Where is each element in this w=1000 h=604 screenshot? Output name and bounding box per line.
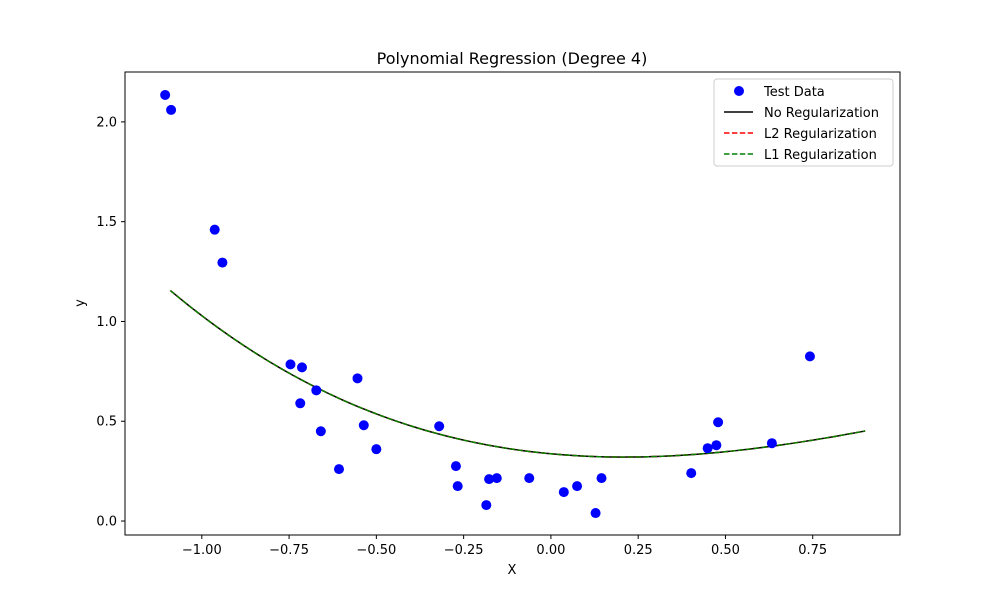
y-axis-ticks: 0.0 0.5 1.0 1.5 2.0	[96, 115, 125, 530]
plot-border	[124, 71, 901, 536]
x-axis-ticks: −1.00 −0.75 −0.50 −0.25 0.00 0.25 0.50 0.75	[182, 535, 827, 558]
data-point	[491, 473, 502, 484]
x-tick-label: −0.75	[269, 543, 309, 558]
data-point	[713, 417, 724, 428]
y-tick-label: 2.0	[96, 115, 117, 130]
y-tick-label: 0.0	[96, 515, 117, 530]
test-data-points	[160, 89, 815, 519]
x-tick-label: −1.00	[182, 543, 222, 558]
data-point	[315, 426, 326, 437]
data-point	[702, 443, 713, 454]
legend-marker	[734, 86, 744, 96]
data-point	[452, 481, 463, 492]
data-point	[686, 468, 697, 479]
chart-title: Polynomial Regression (Degree 4)	[377, 49, 648, 68]
data-point	[434, 421, 445, 432]
data-point	[371, 444, 382, 455]
data-point	[558, 487, 569, 498]
data-point	[296, 362, 307, 373]
series-line-l1-regularization	[169, 289, 866, 458]
data-point	[160, 89, 171, 100]
data-point	[711, 440, 722, 451]
x-tick-label: 0.25	[624, 543, 653, 558]
legend-label: L1 Regularization	[764, 148, 877, 163]
data-point	[524, 473, 535, 484]
data-point	[596, 473, 607, 484]
data-point	[295, 398, 306, 409]
regression-curves	[169, 289, 866, 458]
x-tick-label: 0.00	[536, 543, 565, 558]
x-axis-label: X	[508, 563, 517, 578]
data-point	[804, 351, 815, 362]
data-point	[285, 359, 296, 370]
x-tick-label: −0.25	[444, 543, 484, 558]
legend-label: Test Data	[763, 85, 825, 100]
legend-label: No Regularization	[764, 106, 879, 121]
data-point	[484, 474, 495, 485]
data-point	[311, 385, 322, 396]
data-point	[209, 224, 220, 235]
legend: Test Data No Regularization L2 Regularizat…	[713, 78, 894, 167]
y-tick-label: 0.5	[96, 415, 117, 430]
y-tick-label: 1.5	[96, 215, 117, 230]
data-point	[358, 420, 369, 431]
data-point	[481, 500, 492, 511]
data-point	[166, 104, 177, 115]
data-point	[352, 373, 363, 384]
x-tick-label: 0.50	[711, 543, 740, 558]
y-axis-label: y	[73, 299, 88, 307]
legend-label: L2 Regularization	[764, 127, 877, 142]
x-tick-label: 0.75	[798, 543, 827, 558]
data-point	[217, 257, 228, 268]
data-point	[572, 481, 583, 492]
y-tick-label: 1.0	[96, 315, 117, 330]
data-point	[590, 508, 601, 519]
x-tick-label: −0.50	[356, 543, 396, 558]
data-point	[766, 438, 777, 449]
legend-box	[713, 78, 894, 167]
data-point	[333, 464, 344, 475]
data-point	[450, 461, 461, 472]
